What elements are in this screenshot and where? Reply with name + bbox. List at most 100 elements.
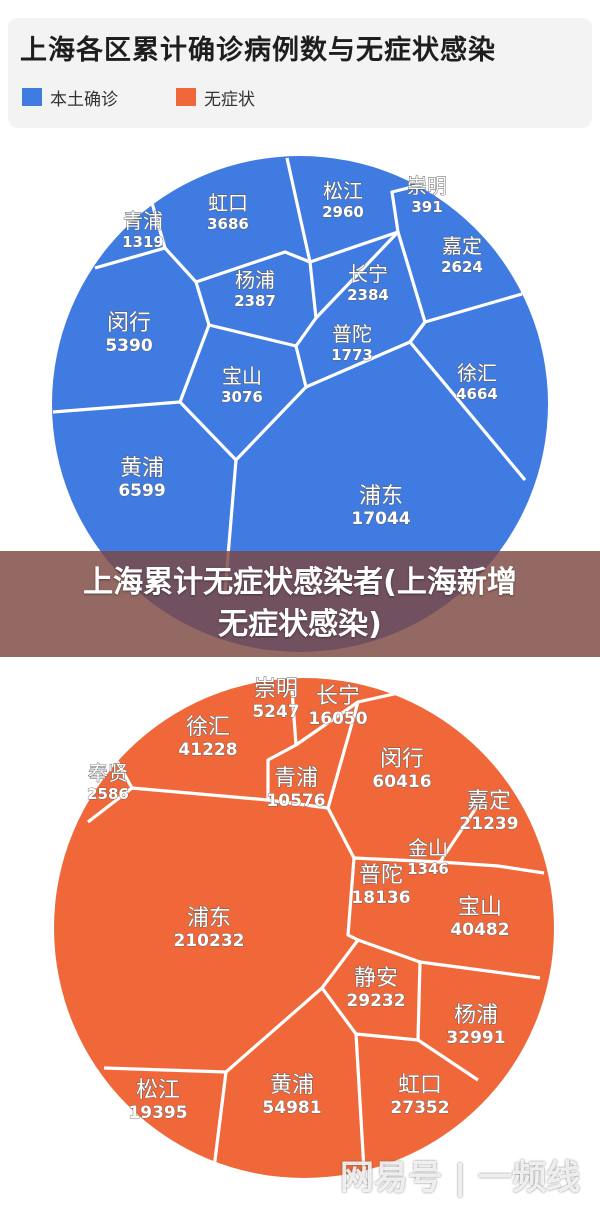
cell-name: 奉贤 [88, 761, 128, 785]
cell-value: 40482 [450, 920, 509, 940]
cell-name: 松江 [136, 1078, 180, 1103]
cell-name: 徐汇 [186, 715, 230, 740]
cell-value: 1346 [407, 860, 449, 878]
cell-name: 宝山 [458, 895, 502, 920]
cell-border [295, 700, 359, 747]
cell-name: 徐汇 [457, 361, 497, 385]
legend-label-asymptomatic: 无症状 [204, 89, 255, 110]
cell-value: 2384 [347, 286, 389, 304]
cell-value: 19395 [128, 1103, 187, 1123]
cell-value: 3686 [207, 215, 249, 233]
cell-border [408, 321, 427, 343]
cell-name: 闵行 [107, 311, 151, 336]
cell-name: 闵行 [380, 747, 424, 772]
cell-name: 普陀 [359, 863, 403, 888]
chart-header-background [8, 18, 592, 128]
cell-border [424, 292, 523, 324]
cell-value: 32991 [446, 1028, 505, 1048]
voronoi-circle-asymptomatic: 崇明5247长宁16050徐汇41228奉贤2586青浦10576闵行60416… [54, 677, 554, 1178]
cell-value: 16050 [308, 709, 367, 729]
cell-name: 长宁 [316, 684, 360, 709]
cell-value: 210232 [174, 931, 245, 951]
caption-line-2: 无症状感染) [218, 607, 382, 642]
cell-name: 虹口 [398, 1073, 442, 1098]
legend-swatch-local [22, 88, 42, 106]
cell-value: 41228 [178, 740, 237, 760]
cell-name: 普陀 [332, 322, 372, 346]
cell-border [408, 340, 527, 482]
cell-border [148, 195, 167, 249]
cell-value: 10576 [266, 791, 325, 811]
cell-value: 60416 [372, 772, 431, 792]
cell-name: 嘉定 [467, 789, 511, 814]
cell-name: 虹口 [208, 191, 248, 215]
cell-name: 黄浦 [270, 1073, 314, 1098]
cell-name: 青浦 [123, 209, 163, 233]
legend-item-asymptomatic: 无症状 [176, 86, 255, 110]
cell-value: 18136 [351, 888, 410, 908]
cell-name: 金山 [408, 836, 448, 860]
cell-value: 5247 [252, 702, 299, 722]
cell-name: 静安 [354, 966, 398, 991]
cell-name: 杨浦 [235, 268, 275, 292]
chart-title: 上海各区累计确诊病例数与无症状感染 [20, 35, 496, 66]
cell-value: 27352 [390, 1098, 449, 1118]
cell-name: 黄浦 [120, 456, 164, 481]
cell-border [52, 400, 181, 414]
cell-name: 杨浦 [454, 1003, 498, 1028]
cell-name: 长宁 [348, 262, 388, 286]
circle-fill [52, 156, 548, 652]
cell-value: 2387 [234, 292, 276, 310]
cell-border [314, 230, 400, 320]
legend-item-local: 本土确诊 [22, 86, 118, 110]
cell-border [212, 1071, 228, 1169]
cell-value: 1319 [122, 233, 164, 251]
cell-border [103, 1066, 227, 1074]
legend-label-local: 本土确诊 [50, 89, 118, 110]
cell-value: 2960 [322, 203, 364, 221]
cell-name: 嘉定 [442, 234, 482, 258]
circle-fill [54, 678, 554, 1178]
caption-line-1: 上海累计无症状感染者(上海新增 [83, 565, 517, 600]
cell-value: 5390 [105, 336, 152, 356]
cell-value: 3076 [221, 388, 263, 406]
cell-name: 浦东 [359, 484, 403, 509]
cell-value: 6599 [118, 481, 165, 501]
caption-banner: 上海累计无症状感染者(上海新增 无症状感染) [0, 551, 600, 657]
cell-value: 391 [411, 198, 442, 216]
cell-name: 浦东 [187, 906, 231, 931]
cell-value: 21239 [459, 814, 518, 834]
cell-border [438, 807, 478, 863]
cell-value: 4664 [456, 385, 498, 403]
